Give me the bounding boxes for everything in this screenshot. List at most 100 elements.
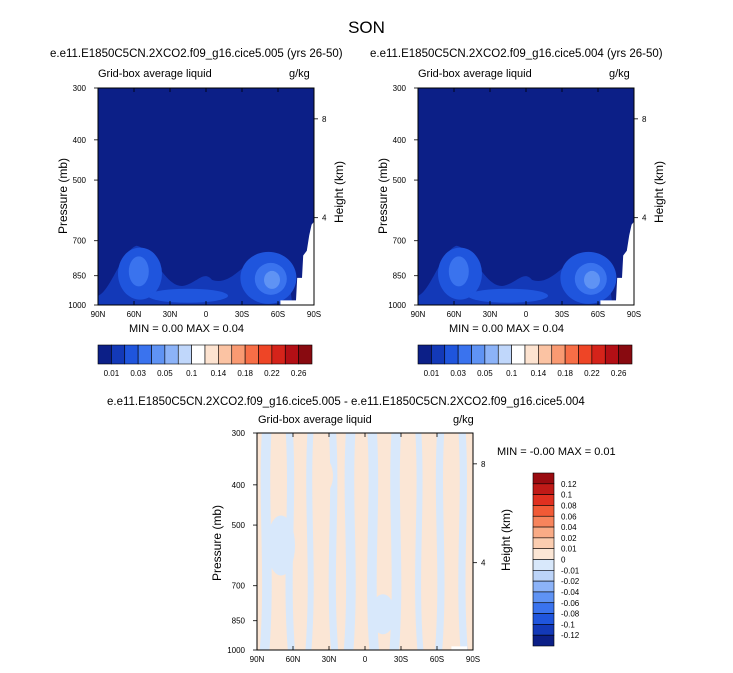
diff-neg-band-3 (328, 433, 339, 650)
right-field (418, 88, 634, 305)
right-xtick-label: 90N (411, 310, 426, 319)
colorbar-right-label: 0.03 (450, 369, 466, 378)
right-ytick-label: 1000 (388, 301, 406, 310)
colorbar-left-label: 0.01 (104, 369, 120, 378)
colorbar-diff-swatch (532, 548, 555, 560)
right-xtick-label: 0 (524, 310, 529, 319)
colorbar-diff-swatch (532, 505, 555, 517)
colorbar-diff-label: 0 (561, 556, 566, 565)
diff-ytick-label: 300 (232, 429, 246, 438)
right-units: g/kg (609, 68, 630, 80)
diff-neg-band-9 (458, 433, 468, 650)
diff-ytick-label: 1000 (227, 646, 245, 655)
colorbar-left-label: 0.22 (264, 369, 280, 378)
colorbar-right (417, 344, 633, 365)
colorbar-left-swatch (204, 344, 219, 365)
colorbar-left-label: 0.18 (237, 369, 253, 378)
colorbar-diff-label: -0.1 (561, 620, 575, 629)
colorbar-left-swatch (191, 344, 206, 365)
colorbar-right-label: 0.18 (557, 369, 573, 378)
left-nh-core (128, 256, 149, 287)
diff-xtick-label: 60S (430, 655, 444, 664)
colorbar-diff-swatch (532, 624, 555, 636)
colorbar-diff-swatch (532, 494, 555, 506)
left-height-tick-label: 4 (322, 214, 327, 223)
right-xtick-label: 30S (555, 310, 569, 319)
colorbar-right-swatch (564, 344, 579, 365)
diff-neg-band-0 (259, 433, 272, 650)
diff-xtick-label: 90N (250, 655, 265, 664)
right-height-tick-label: 4 (642, 214, 647, 223)
colorbar-diff-swatch (532, 483, 555, 495)
colorbar-diff-swatch (532, 515, 555, 528)
right-xtick-label: 60S (591, 310, 605, 319)
right-ytick-label: 500 (393, 176, 407, 185)
colorbar-right-swatch (431, 344, 446, 365)
diff-xtick-label: 30S (394, 655, 408, 664)
colorbar-right-label: 0.1 (506, 369, 518, 378)
colorbar-diff (532, 472, 555, 647)
diff-neg-band-7 (415, 433, 424, 650)
colorbar-diff-label: 0.12 (561, 480, 577, 489)
colorbar-right-swatch (618, 344, 633, 365)
colorbar-right-swatch (578, 344, 593, 365)
left-case-title: e.e11.E1850C5CN.2XCO2.f09_g16.cice5.005 … (50, 48, 343, 60)
diff-xtick-label: 0 (363, 655, 368, 664)
colorbar-left-label: 0.05 (157, 369, 173, 378)
right-case-title: e.e11.E1850C5CN.2XCO2.f09_g16.cice5.004 … (370, 48, 663, 60)
colorbar-diff-label: -0.01 (561, 566, 580, 575)
colorbar-right-swatch (497, 344, 512, 365)
colorbar-left-swatch (271, 344, 286, 365)
right-sh-max (584, 270, 600, 289)
colorbar-right-swatch (538, 344, 553, 365)
colorbar-right-swatch (524, 344, 539, 365)
diff-neg-blob-a (267, 515, 295, 576)
left-xtick-label: 60N (127, 310, 142, 319)
left-xtick-label: 60S (271, 310, 285, 319)
right-xtick-label: 60N (447, 310, 462, 319)
colorbar-left-swatch (258, 344, 273, 365)
left-field (98, 88, 314, 305)
colorbar-left-swatch (177, 344, 192, 365)
colorbar-diff-swatch (532, 580, 555, 593)
colorbar-left-label: 0.26 (291, 369, 307, 378)
colorbar-right-label: 0.14 (531, 369, 547, 378)
colorbar-diff-swatch (532, 472, 555, 485)
diff-field (257, 433, 473, 650)
colorbar-left-swatch (284, 344, 299, 365)
right-topography (600, 221, 634, 305)
colorbar-diff-swatch (532, 537, 555, 549)
colorbar-right-label: 0.22 (584, 369, 600, 378)
colorbar-diff-swatch (532, 613, 555, 625)
colorbar-left-label: 0.03 (130, 369, 146, 378)
colorbar-right-swatch (417, 344, 432, 365)
right-subtitle: Grid-box average liquid (418, 68, 532, 80)
season-title: SON (348, 18, 385, 37)
diff-neg-band-2 (305, 433, 314, 650)
colorbar-right-swatch (457, 344, 472, 365)
left-units: g/kg (289, 68, 310, 80)
colorbar-left-swatch (164, 344, 179, 365)
diff-neg-band-4 (343, 433, 356, 650)
colorbar-diff-swatch (532, 634, 555, 647)
diff-neg-band-5 (367, 433, 379, 650)
colorbar-left-swatch (124, 344, 139, 365)
colorbar-diff-label: 0.06 (561, 512, 577, 521)
left-ytick-label: 700 (73, 237, 87, 246)
right-xtick-label: 30N (483, 310, 498, 319)
colorbar-diff-swatch (532, 570, 555, 582)
colorbar-diff-label: -0.12 (561, 631, 580, 640)
colorbar-right-label: 0.01 (424, 369, 440, 378)
colorbar-right-swatch (511, 344, 526, 365)
colorbar-diff-swatch (532, 559, 555, 571)
colorbar-right-swatch (551, 344, 566, 365)
diff-height-tick-label: 8 (481, 460, 486, 469)
right-ytick-label: 300 (393, 84, 407, 93)
diff-plot (253, 432, 477, 651)
diff-ytick-label: 500 (232, 521, 246, 530)
colorbar-left-label: 0.14 (211, 369, 227, 378)
left-xtick-label: 30N (163, 310, 178, 319)
left-ytick-label: 500 (73, 176, 87, 185)
colorbar-diff-label: -0.04 (561, 588, 580, 597)
